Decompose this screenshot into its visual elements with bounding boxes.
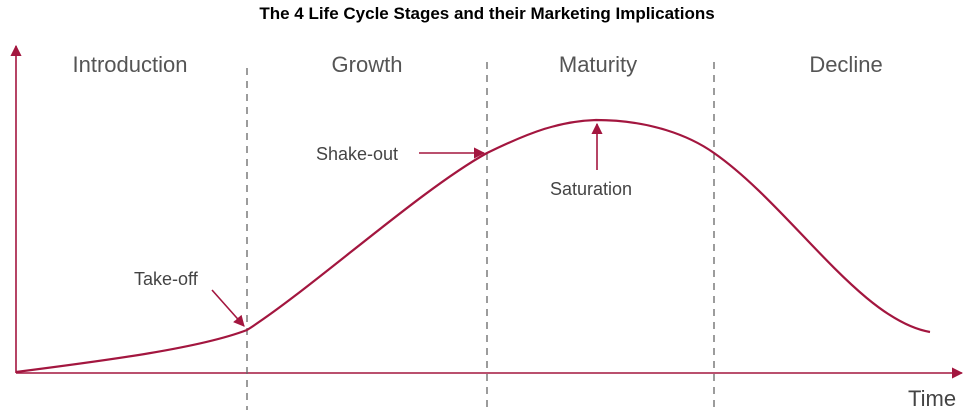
annotation-takeoff: Take-off	[134, 269, 199, 289]
annotation-saturation: Saturation	[550, 179, 632, 199]
x-axis-label: Time	[908, 386, 956, 411]
lifecycle-curve	[15, 118, 931, 374]
annotation-shakeout: Shake-out	[316, 144, 398, 164]
stage-label-decline: Decline	[809, 52, 882, 77]
diagram-title: The 4 Life Cycle Stages and their Market…	[259, 4, 715, 23]
takeoff-arrow	[211, 289, 245, 327]
stage-label-introduction: Introduction	[73, 52, 188, 77]
stage-label-maturity: Maturity	[559, 52, 637, 77]
stage-label-growth: Growth	[332, 52, 403, 77]
